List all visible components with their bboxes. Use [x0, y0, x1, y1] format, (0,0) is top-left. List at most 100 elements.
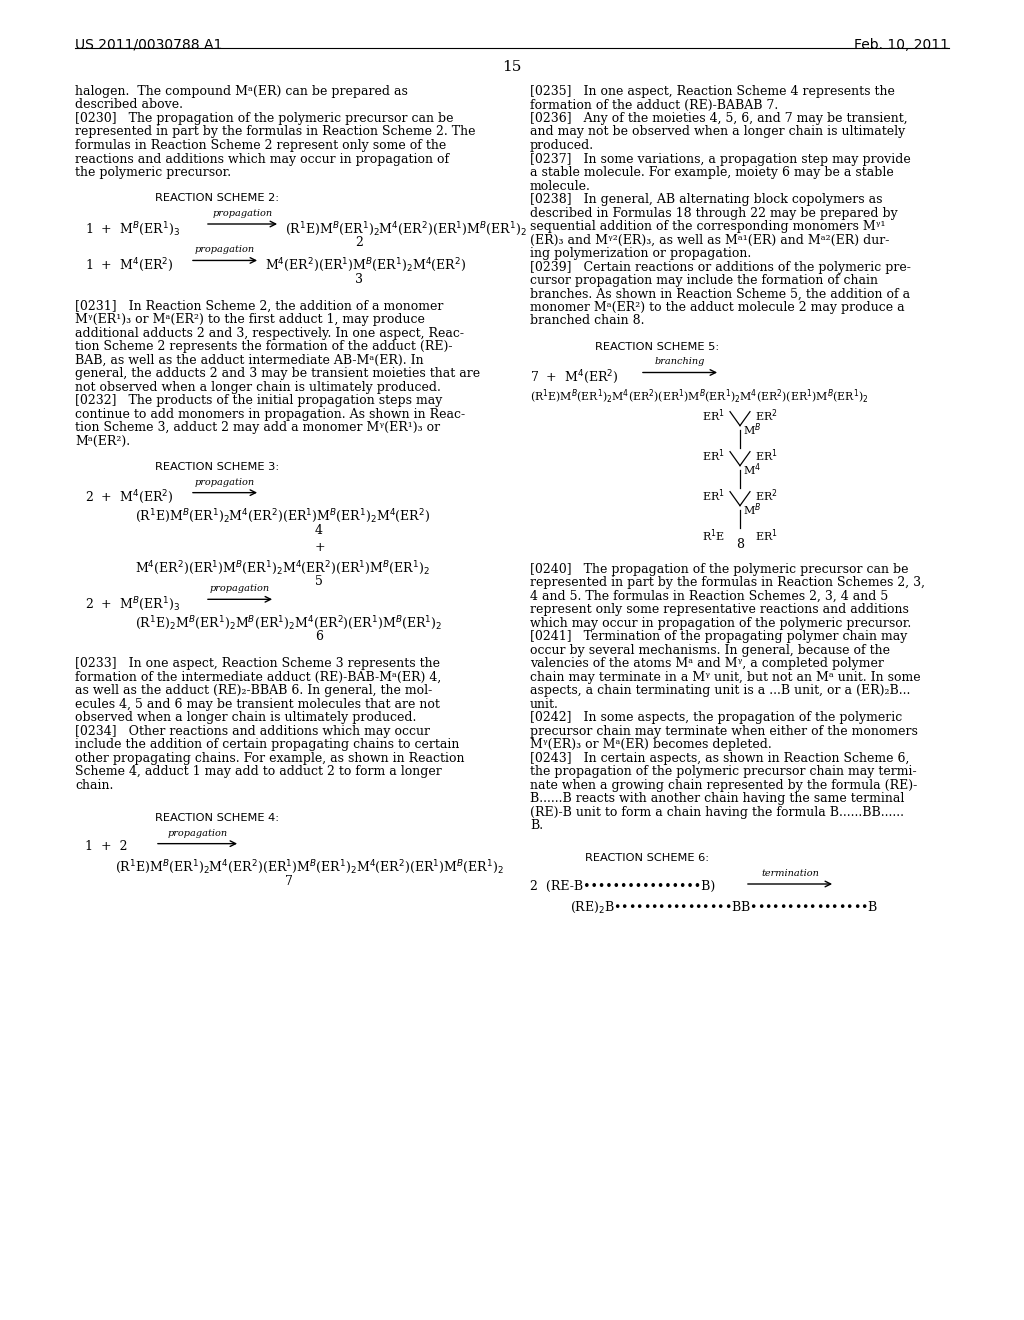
Text: M$^B$: M$^B$ — [743, 502, 761, 517]
Text: ecules 4, 5 and 6 may be transient molecules that are not: ecules 4, 5 and 6 may be transient molec… — [75, 698, 440, 711]
Text: halogen.  The compound Mᵃ(ER) can be prepared as: halogen. The compound Mᵃ(ER) can be prep… — [75, 84, 408, 98]
Text: branched chain 8.: branched chain 8. — [530, 314, 644, 327]
Text: represent only some representative reactions and additions: represent only some representative react… — [530, 603, 909, 616]
Text: REACTION SCHEME 6:: REACTION SCHEME 6: — [585, 853, 710, 863]
Text: which may occur in propagation of the polymeric precursor.: which may occur in propagation of the po… — [530, 616, 911, 630]
Text: B.: B. — [530, 820, 543, 832]
Text: [0236]   Any of the moieties 4, 5, 6, and 7 may be transient,: [0236] Any of the moieties 4, 5, 6, and … — [530, 112, 907, 125]
Text: 1  +  M$^B$(ER$^1$)$_3$: 1 + M$^B$(ER$^1$)$_3$ — [85, 220, 180, 238]
Text: Feb. 10, 2011: Feb. 10, 2011 — [854, 38, 949, 51]
Text: sequential addition of the corresponding monomers Mᵞ¹: sequential addition of the corresponding… — [530, 220, 886, 234]
Text: [0237]   In some variations, a propagation step may provide: [0237] In some variations, a propagation… — [530, 153, 910, 165]
Text: propagation: propagation — [212, 209, 272, 218]
Text: +: + — [315, 541, 326, 554]
Text: [0242]   In some aspects, the propagation of the polymeric: [0242] In some aspects, the propagation … — [530, 711, 902, 725]
Text: 2: 2 — [355, 236, 362, 249]
Text: M$^4$(ER$^2$)(ER$^1$)M$^B$(ER$^1$)$_2$M$^4$(ER$^2$): M$^4$(ER$^2$)(ER$^1$)M$^B$(ER$^1$)$_2$M$… — [265, 256, 466, 275]
Text: produced.: produced. — [530, 139, 594, 152]
Text: and may not be observed when a longer chain is ultimately: and may not be observed when a longer ch… — [530, 125, 905, 139]
Text: ER$^2$: ER$^2$ — [755, 487, 778, 504]
Text: not observed when a longer chain is ultimately produced.: not observed when a longer chain is ulti… — [75, 380, 441, 393]
Text: formation of the intermediate adduct (RE)-BAB-Mᵃ(ER) 4,: formation of the intermediate adduct (RE… — [75, 671, 441, 684]
Text: [0239]   Certain reactions or additions of the polymeric pre-: [0239] Certain reactions or additions of… — [530, 260, 911, 273]
Text: [0233]   In one aspect, Reaction Scheme 3 represents the: [0233] In one aspect, Reaction Scheme 3 … — [75, 657, 440, 671]
Text: (R$^1$E)M$^B$(ER$^1$)$_2$M$^4$(ER$^2$)(ER$^1$)M$^B$(ER$^1$)$_2$: (R$^1$E)M$^B$(ER$^1$)$_2$M$^4$(ER$^2$)(E… — [285, 220, 526, 238]
Text: monomer Mᵃ(ER²) to the adduct molecule 2 may produce a: monomer Mᵃ(ER²) to the adduct molecule 2… — [530, 301, 904, 314]
Text: reactions and additions which may occur in propagation of: reactions and additions which may occur … — [75, 153, 450, 165]
Text: REACTION SCHEME 2:: REACTION SCHEME 2: — [155, 193, 280, 203]
Text: occur by several mechanisms. In general, because of the: occur by several mechanisms. In general,… — [530, 644, 890, 657]
Text: other propagating chains. For example, as shown in Reaction: other propagating chains. For example, a… — [75, 752, 465, 764]
Text: M$^B$: M$^B$ — [743, 421, 761, 438]
Text: aspects, a chain terminating unit is a ...B unit, or a (ER)₂B...: aspects, a chain terminating unit is a .… — [530, 684, 910, 697]
Text: branching: branching — [654, 358, 706, 367]
Text: branches. As shown in Reaction Scheme 5, the addition of a: branches. As shown in Reaction Scheme 5,… — [530, 288, 910, 301]
Text: (ER)₃ and Mᵞ²(ER)₃, as well as Mᵃ¹(ER) and Mᵃ²(ER) dur-: (ER)₃ and Mᵞ²(ER)₃, as well as Mᵃ¹(ER) a… — [530, 234, 890, 247]
Text: REACTION SCHEME 5:: REACTION SCHEME 5: — [595, 342, 719, 351]
Text: 6: 6 — [315, 631, 323, 643]
Text: nate when a growing chain represented by the formula (RE)-: nate when a growing chain represented by… — [530, 779, 918, 792]
Text: 4 and 5. The formulas in Reaction Schemes 2, 3, 4 and 5: 4 and 5. The formulas in Reaction Scheme… — [530, 590, 888, 603]
Text: M$^4$: M$^4$ — [743, 462, 761, 478]
Text: ER$^2$: ER$^2$ — [755, 408, 778, 424]
Text: formation of the adduct (RE)-BABAB 7.: formation of the adduct (RE)-BABAB 7. — [530, 99, 778, 111]
Text: (R$^1$E)M$^B$(ER$^1$)$_2$M$^4$(ER$^2$)(ER$^1$)M$^B$(ER$^1$)$_2$M$^4$(ER$^2$): (R$^1$E)M$^B$(ER$^1$)$_2$M$^4$(ER$^2$)(E… — [135, 508, 430, 525]
Text: M$^4$(ER$^2$)(ER$^1$)M$^B$(ER$^1$)$_2$M$^4$(ER$^2$)(ER$^1$)M$^B$(ER$^1$)$_2$: M$^4$(ER$^2$)(ER$^1$)M$^B$(ER$^1$)$_2$M$… — [135, 558, 430, 577]
Text: additional adducts 2 and 3, respectively. In one aspect, Reac-: additional adducts 2 and 3, respectively… — [75, 326, 464, 339]
Text: precursor chain may terminate when either of the monomers: precursor chain may terminate when eithe… — [530, 725, 918, 738]
Text: unit.: unit. — [530, 698, 559, 710]
Text: observed when a longer chain is ultimately produced.: observed when a longer chain is ultimate… — [75, 711, 417, 725]
Text: Scheme 4, adduct 1 may add to adduct 2 to form a longer: Scheme 4, adduct 1 may add to adduct 2 t… — [75, 766, 441, 779]
Text: Mᵃ(ER²).: Mᵃ(ER²). — [75, 434, 130, 447]
Text: [0241]   Termination of the propagating polymer chain may: [0241] Termination of the propagating po… — [530, 630, 907, 643]
Text: 7  +  M$^4$(ER$^2$): 7 + M$^4$(ER$^2$) — [530, 368, 618, 387]
Text: cursor propagation may include the formation of chain: cursor propagation may include the forma… — [530, 275, 878, 286]
Text: termination: termination — [761, 869, 819, 878]
Text: described above.: described above. — [75, 99, 183, 111]
Text: (R$^1$E)M$^B$(ER$^1$)$_2$M$^4$(ER$^2$)(ER$^1$)M$^B$(ER$^1$)$_2$M$^4$(ER$^2$)(ER$: (R$^1$E)M$^B$(ER$^1$)$_2$M$^4$(ER$^2$)(E… — [115, 858, 504, 876]
Text: 15: 15 — [503, 59, 521, 74]
Text: (RE)$_2$B••••••••••••••••BB••••••••••••••••B: (RE)$_2$B••••••••••••••••BB•••••••••••••… — [570, 900, 879, 916]
Text: REACTION SCHEME 4:: REACTION SCHEME 4: — [155, 813, 280, 822]
Text: include the addition of certain propagating chains to certain: include the addition of certain propagat… — [75, 738, 460, 751]
Text: (R$^1$E)M$^B$(ER$^1$)$_2$M$^4$(ER$^2$)(ER$^1$)M$^B$(ER$^1$)$_2$M$^4$(ER$^2$)(ER$: (R$^1$E)M$^B$(ER$^1$)$_2$M$^4$(ER$^2$)(E… — [530, 387, 868, 405]
Text: propagation: propagation — [210, 585, 270, 593]
Text: B......B reacts with another chain having the same terminal: B......B reacts with another chain havin… — [530, 792, 904, 805]
Text: the polymeric precursor.: the polymeric precursor. — [75, 166, 231, 180]
Text: general, the adducts 2 and 3 may be transient moieties that are: general, the adducts 2 and 3 may be tran… — [75, 367, 480, 380]
Text: 2  +  M$^B$(ER$^1$)$_3$: 2 + M$^B$(ER$^1$)$_3$ — [85, 595, 180, 612]
Text: ing polymerization or propagation.: ing polymerization or propagation. — [530, 247, 752, 260]
Text: propagation: propagation — [195, 246, 255, 255]
Text: ER$^1$: ER$^1$ — [755, 528, 778, 544]
Text: 4: 4 — [315, 524, 323, 537]
Text: BAB, as well as the adduct intermediate AB-Mᵃ(ER). In: BAB, as well as the adduct intermediate … — [75, 354, 424, 367]
Text: a stable molecule. For example, moiety 6 may be a stable: a stable molecule. For example, moiety 6… — [530, 166, 894, 180]
Text: 2  +  M$^4$(ER$^2$): 2 + M$^4$(ER$^2$) — [85, 488, 173, 507]
Text: ER$^1$: ER$^1$ — [755, 447, 778, 465]
Text: [0235]   In one aspect, Reaction Scheme 4 represents the: [0235] In one aspect, Reaction Scheme 4 … — [530, 84, 895, 98]
Text: (RE)-B unit to form a chain having the formula B......BB......: (RE)-B unit to form a chain having the f… — [530, 805, 904, 818]
Text: R$^1$E: R$^1$E — [702, 528, 725, 544]
Text: propagation: propagation — [168, 829, 227, 838]
Text: [0231]   In Reaction Scheme 2, the addition of a monomer: [0231] In Reaction Scheme 2, the additio… — [75, 300, 443, 313]
Text: 7: 7 — [285, 875, 293, 888]
Text: the propagation of the polymeric precursor chain may termi-: the propagation of the polymeric precurs… — [530, 766, 916, 779]
Text: molecule.: molecule. — [530, 180, 591, 193]
Text: ER$^1$: ER$^1$ — [702, 408, 725, 424]
Text: 2  (RE-B••••••••••••••••B): 2 (RE-B••••••••••••••••B) — [530, 880, 715, 894]
Text: tion Scheme 3, adduct 2 may add a monomer Mᵞ(ER¹)₃ or: tion Scheme 3, adduct 2 may add a monome… — [75, 421, 440, 434]
Text: Mᵞ(ER¹)₃ or Mᵃ(ER²) to the first adduct 1, may produce: Mᵞ(ER¹)₃ or Mᵃ(ER²) to the first adduct … — [75, 313, 425, 326]
Text: represented in part by the formulas in Reaction Schemes 2, 3,: represented in part by the formulas in R… — [530, 577, 925, 589]
Text: chain may terminate in a Mᵞ unit, but not an Mᵃ unit. In some: chain may terminate in a Mᵞ unit, but no… — [530, 671, 921, 684]
Text: [0240]   The propagation of the polymeric precursor can be: [0240] The propagation of the polymeric … — [530, 562, 908, 576]
Text: [0232]   The products of the initial propagation steps may: [0232] The products of the initial propa… — [75, 395, 442, 407]
Text: as well as the adduct (RE)₂-BBAB 6. In general, the mol-: as well as the adduct (RE)₂-BBAB 6. In g… — [75, 684, 432, 697]
Text: described in Formulas 18 through 22 may be prepared by: described in Formulas 18 through 22 may … — [530, 206, 898, 219]
Text: valencies of the atoms Mᵃ and Mᵞ, a completed polymer: valencies of the atoms Mᵃ and Mᵞ, a comp… — [530, 657, 884, 671]
Text: continue to add monomers in propagation. As shown in Reac-: continue to add monomers in propagation.… — [75, 408, 465, 421]
Text: 1  +  2: 1 + 2 — [85, 840, 128, 853]
Text: 8: 8 — [736, 539, 744, 552]
Text: ER$^1$: ER$^1$ — [702, 487, 725, 504]
Text: represented in part by the formulas in Reaction Scheme 2. The: represented in part by the formulas in R… — [75, 125, 475, 139]
Text: [0243]   In certain aspects, as shown in Reaction Scheme 6,: [0243] In certain aspects, as shown in R… — [530, 752, 909, 764]
